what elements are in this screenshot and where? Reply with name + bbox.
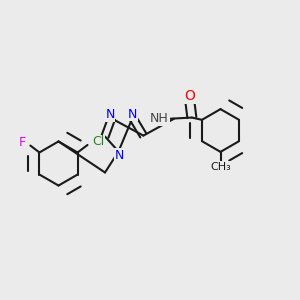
Text: O: O (184, 89, 195, 103)
Text: Cl: Cl (93, 136, 105, 148)
Text: CH₃: CH₃ (210, 162, 231, 172)
Text: N: N (114, 149, 124, 162)
Text: N: N (128, 107, 137, 121)
Text: NH: NH (150, 112, 169, 125)
Text: N: N (105, 108, 115, 122)
Text: F: F (19, 136, 26, 149)
